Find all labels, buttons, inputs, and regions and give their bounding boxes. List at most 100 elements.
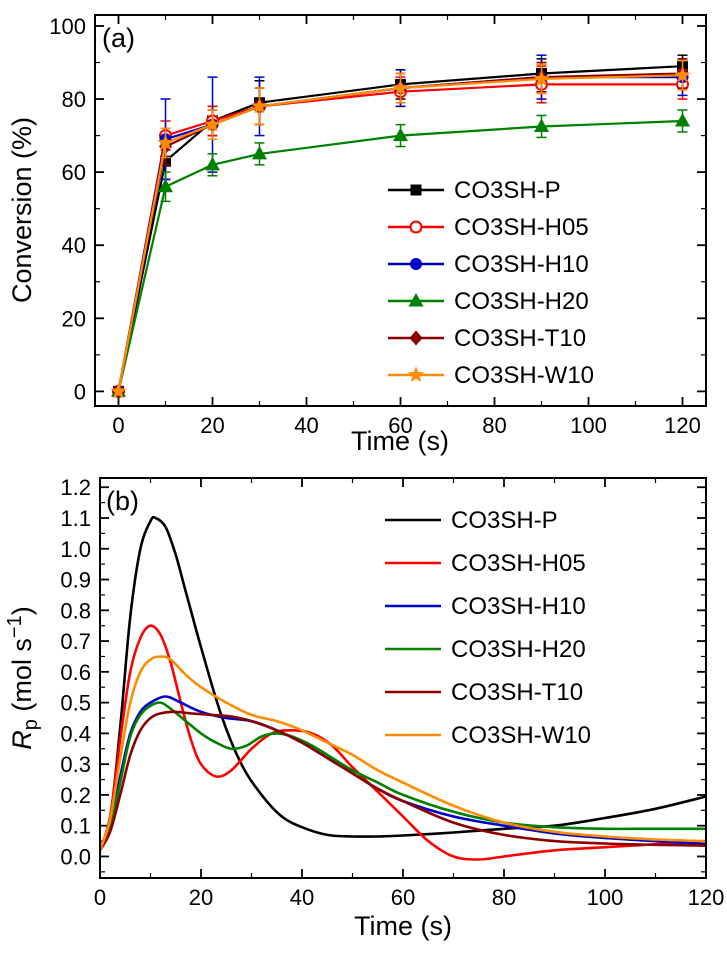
legend-item-CO3SH-W10: CO3SH-W10 [388, 362, 594, 389]
x-axis-label-a: Time (s) [351, 426, 449, 456]
svg-text:80: 80 [492, 885, 516, 910]
y-tick-labels-b: 0.0 0.1 0.2 0.3 0.4 0.5 0.6 0.7 0.8 0.9 1.0 1.1 1.2 [60, 475, 91, 869]
svg-text:0: 0 [74, 379, 86, 404]
legend-item-CO3SH-H10: CO3SH-H10 [388, 251, 589, 278]
marker-circle-open [409, 220, 423, 234]
x-tick-labels-a: 0 20 40 60 80 100 120 [112, 413, 700, 438]
legend-label: CO3SH-T10 [451, 679, 583, 706]
panel-label-a: (a) [102, 23, 135, 53]
series-curve-CO3SH-H20 [100, 701, 706, 852]
marker-star [392, 79, 409, 95]
legend-label: CO3SH-H20 [451, 636, 586, 663]
axes-frame [99, 477, 707, 879]
marker-star [157, 134, 174, 150]
svg-text:0.7: 0.7 [60, 629, 91, 654]
svg-text:0.9: 0.9 [60, 568, 91, 593]
svg-text:20: 20 [62, 306, 86, 331]
y-axis-label-a: Conversion (%) [7, 117, 37, 303]
svg-text:100: 100 [587, 885, 624, 910]
curves-b [100, 515, 706, 861]
svg-text:100: 100 [570, 413, 607, 438]
svg-text:0.6: 0.6 [60, 660, 91, 685]
legend-item-CO3SH-H20: CO3SH-H20 [385, 636, 586, 663]
y-axis-label-b: Rp (mol s−1) [4, 606, 42, 749]
legend-item-CO3SH-H20: CO3SH-H20 [388, 288, 589, 315]
chart-a: 0 20 40 60 80 100 120 0 20 40 60 80 100 Time (s) Conve… [7, 14, 707, 456]
svg-text:0: 0 [112, 413, 124, 438]
series-curve-CO3SH-P [100, 515, 706, 852]
svg-text:0.4: 0.4 [60, 721, 91, 746]
svg-text:0.1: 0.1 [60, 814, 91, 839]
marker-triangle [252, 145, 267, 160]
legend-item-CO3SH-T10: CO3SH-T10 [388, 325, 586, 352]
legend-label: CO3SH-H20 [454, 288, 589, 315]
y-tick-labels-a: 0 20 40 60 80 100 [49, 14, 86, 404]
legend-item-CO3SH-H05: CO3SH-H05 [388, 214, 589, 241]
svg-text:60: 60 [388, 413, 412, 438]
axes-frame [94, 14, 707, 407]
series-CO3SH-W10 [110, 59, 691, 399]
svg-text:40: 40 [290, 885, 314, 910]
legend-label: CO3SH-H10 [451, 593, 586, 620]
legend-label: CO3SH-P [451, 507, 558, 534]
legend-label: CO3SH-W10 [451, 722, 591, 749]
series-curve-CO3SH-T10 [100, 710, 706, 852]
marker-star [674, 66, 691, 83]
marker-triangle [675, 112, 690, 127]
svg-text:0.3: 0.3 [60, 752, 91, 777]
svg-text:120: 120 [688, 885, 725, 910]
panel-label-b: (b) [106, 486, 139, 516]
legend-label: CO3SH-H05 [451, 550, 586, 577]
marker-star [533, 70, 550, 86]
svg-text:0: 0 [94, 885, 106, 910]
legend-item-CO3SH-H10: CO3SH-H10 [385, 593, 586, 620]
marker-star [204, 116, 221, 132]
marker-triangle [534, 118, 549, 132]
x-axis-label-b: Time (s) [354, 911, 452, 941]
svg-text:0.5: 0.5 [60, 691, 91, 716]
svg-text:0.8: 0.8 [60, 598, 91, 623]
legend-item-CO3SH-P: CO3SH-P [388, 177, 561, 204]
marker-circle [410, 258, 422, 270]
legend-label: CO3SH-W10 [454, 362, 594, 389]
legend-item-CO3SH-P: CO3SH-P [385, 507, 558, 534]
svg-text:100: 100 [49, 14, 86, 39]
chart-b: 0 20 40 60 80 100 1200.00.10.20.30.40.50.60.70… [4, 475, 724, 941]
svg-text:20: 20 [189, 885, 213, 910]
marker-triangle [408, 293, 424, 307]
x-tick-labels-b: 0 20 40 60 80 100 120 [94, 885, 724, 910]
legend-b: CO3SH-P CO3SH-H05 CO3SH-H10 CO3SH-H20 CO3SH-… [385, 507, 591, 749]
svg-text:80: 80 [62, 87, 86, 112]
series-CO3SH-H20 [111, 109, 690, 397]
legend-label: CO3SH-H10 [454, 251, 589, 278]
legend-label: CO3SH-P [454, 177, 561, 204]
marker-star [407, 366, 425, 382]
svg-text:40: 40 [62, 233, 86, 258]
marker-star [110, 382, 127, 399]
svg-text:20: 20 [200, 413, 224, 438]
legend-item-CO3SH-W10: CO3SH-W10 [385, 722, 591, 749]
legend-a: CO3SH-P CO3SH-H05 CO3SH-H10 CO3SH-H20 CO3SH-… [388, 177, 594, 389]
legend-item-CO3SH-H05: CO3SH-H05 [385, 550, 586, 577]
marker-diamond [409, 330, 423, 346]
svg-text:0.2: 0.2 [60, 783, 91, 808]
legend-label: CO3SH-T10 [454, 325, 586, 352]
legend-item-CO3SH-T10: CO3SH-T10 [385, 679, 583, 706]
marker-square [410, 184, 422, 196]
marker-star [251, 97, 268, 114]
svg-text:40: 40 [294, 413, 318, 438]
svg-text:60: 60 [391, 885, 415, 910]
svg-text:1.0: 1.0 [60, 537, 91, 562]
marker-triangle [205, 156, 220, 171]
svg-text:60: 60 [62, 160, 86, 185]
svg-text:80: 80 [482, 413, 506, 438]
svg-text:120: 120 [664, 413, 701, 438]
marker-triangle [158, 178, 173, 193]
marker-triangle [393, 127, 408, 142]
series-curve-CO3SH-W10 [100, 655, 706, 852]
svg-text:1.2: 1.2 [60, 475, 91, 500]
legend-label: CO3SH-H05 [454, 214, 589, 241]
svg-text:1.1: 1.1 [60, 506, 91, 531]
